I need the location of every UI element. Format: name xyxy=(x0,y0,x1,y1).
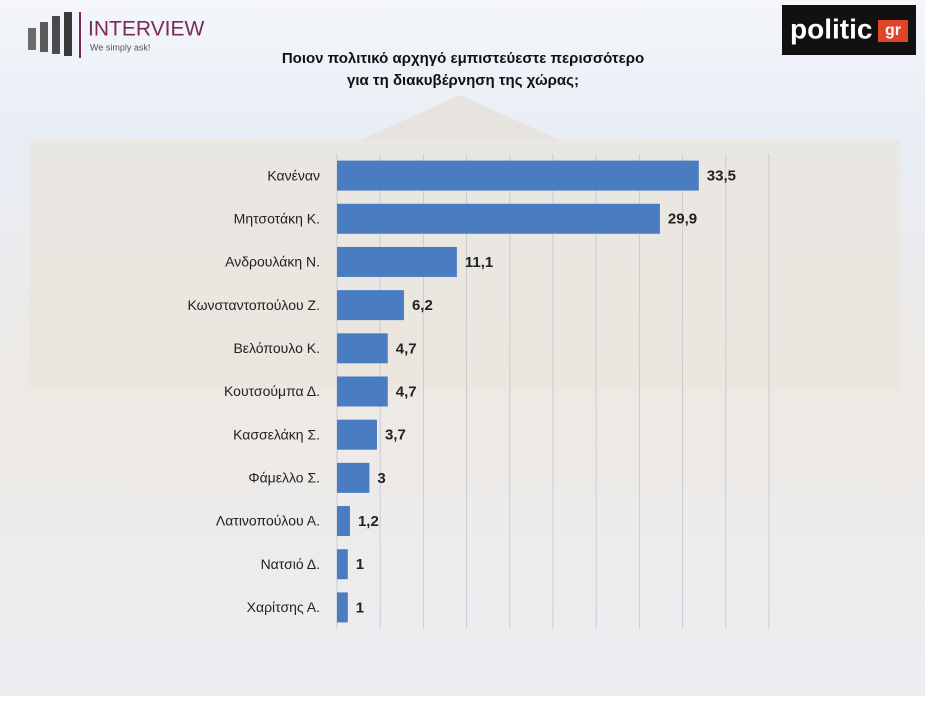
logo-bar xyxy=(64,12,72,56)
bar xyxy=(337,462,370,493)
y-tick-label: Χαρίτσης Α. xyxy=(247,599,320,615)
data-label: 4,7 xyxy=(396,340,417,357)
bar xyxy=(337,246,457,277)
data-label: 6,2 xyxy=(412,297,433,314)
data-label: 4,7 xyxy=(396,383,417,400)
data-label: 33,5 xyxy=(707,168,736,185)
data-label: 1 xyxy=(356,599,364,616)
right-logo: politic gr xyxy=(782,5,916,55)
y-tick-label: Νατσιό Δ. xyxy=(261,556,320,572)
chart-title: Ποιον πολιτικό αρχηγό εμπιστεύεστε περισ… xyxy=(282,50,644,67)
data-label: 1 xyxy=(356,556,364,573)
y-tick-label: Κανέναν xyxy=(267,167,320,183)
logo-suffix: gr xyxy=(885,22,901,39)
y-tick-label: Κασσελάκη Σ. xyxy=(233,426,320,442)
bar xyxy=(337,592,348,623)
bar xyxy=(337,333,388,364)
logo-tagline: We simply ask! xyxy=(90,42,150,52)
logo-bar xyxy=(52,16,60,54)
logo-text: politic xyxy=(790,13,872,44)
bar xyxy=(337,290,404,321)
logo-bar xyxy=(40,22,48,52)
y-tick-label: Φάμελλο Σ. xyxy=(248,470,320,486)
bar xyxy=(337,203,660,234)
data-label: 29,9 xyxy=(668,211,697,228)
bar xyxy=(337,160,699,191)
y-tick-label: Κωνσταντοπούλου Ζ. xyxy=(187,297,320,313)
plot-area: Κανέναν 33,5 Μητσοτάκη Κ. 29,9 Ανδρουλάκη Ν.… xyxy=(187,154,770,629)
y-tick-label: Μητσοτάκη Κ. xyxy=(234,210,320,226)
y-tick-label: Βελόπουλο Κ. xyxy=(233,340,320,356)
left-logo: INTERVIEW We simply ask! xyxy=(28,12,204,58)
y-tick-label: Λατινοπούλου Α. xyxy=(216,513,320,529)
logo-badge xyxy=(878,20,908,42)
data-label: 1,2 xyxy=(358,513,379,530)
bar xyxy=(337,549,348,580)
logo-bar xyxy=(28,28,36,50)
y-tick-label: Ανδρουλάκη Ν. xyxy=(225,254,320,270)
bar xyxy=(337,419,377,450)
data-label: 11,1 xyxy=(465,254,493,271)
logo-text: INTERVIEW xyxy=(88,18,204,41)
background-pediment xyxy=(360,95,560,140)
bar xyxy=(337,506,350,537)
chart-title: για τη διακυβέρνηση της χώρας; xyxy=(347,72,579,89)
data-label: 3 xyxy=(377,470,385,487)
y-tick-label: Κουτσούμπα Δ. xyxy=(224,383,320,399)
bar xyxy=(337,376,388,407)
data-label: 3,7 xyxy=(385,427,406,444)
